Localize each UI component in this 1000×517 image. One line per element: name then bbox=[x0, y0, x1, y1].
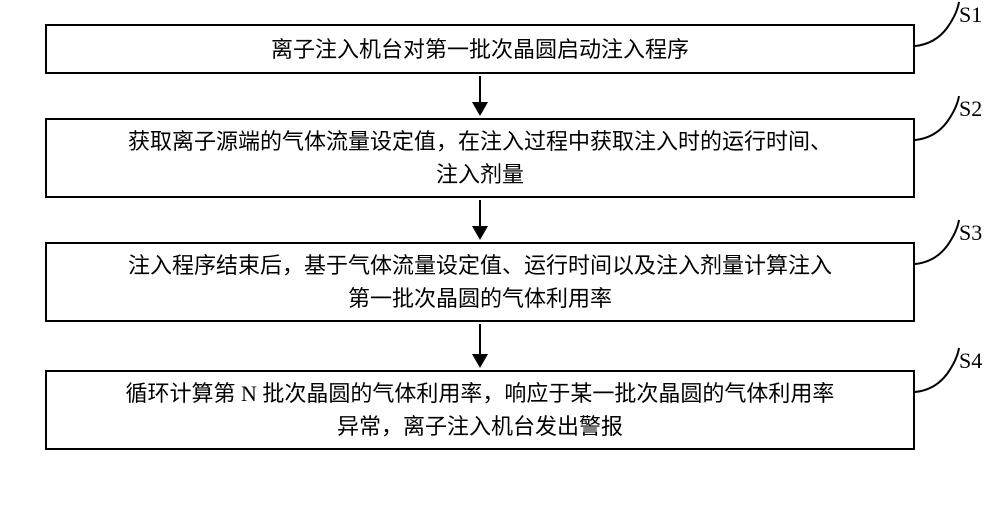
arrow-down-icon bbox=[470, 74, 490, 118]
step-label-s2: S2 bbox=[959, 96, 982, 122]
flow-step-s1: 离子注入机台对第一批次晶圆启动注入程序 bbox=[45, 24, 915, 74]
step-text-line: 注入程序结束后，基于气体流量设定值、运行时间以及注入剂量计算注入 bbox=[128, 249, 832, 282]
arrow-down-icon bbox=[470, 198, 490, 242]
step-label-s1: S1 bbox=[959, 2, 982, 28]
step-text-line: 异常，离子注入机台发出警报 bbox=[126, 410, 835, 443]
step-text-line: 获取离子源端的气体流量设定值，在注入过程中获取注入时的运行时间、 bbox=[128, 125, 832, 158]
step-text-line: 循环计算第 N 批次晶圆的气体利用率，响应于某一批次晶圆的气体利用率 bbox=[126, 377, 835, 410]
step-text: 获取离子源端的气体流量设定值，在注入过程中获取注入时的运行时间、注入剂量 bbox=[128, 125, 832, 191]
step-text-line: 离子注入机台对第一批次晶圆启动注入程序 bbox=[271, 33, 689, 66]
step-label-s4: S4 bbox=[959, 348, 982, 374]
step-text: 注入程序结束后，基于气体流量设定值、运行时间以及注入剂量计算注入第一批次晶圆的气… bbox=[128, 249, 832, 315]
step-text: 循环计算第 N 批次晶圆的气体利用率，响应于某一批次晶圆的气体利用率异常，离子注… bbox=[126, 377, 835, 443]
flow-step-s2: 获取离子源端的气体流量设定值，在注入过程中获取注入时的运行时间、注入剂量 bbox=[45, 118, 915, 198]
arrow-down-icon bbox=[470, 322, 490, 370]
flow-step-s3: 注入程序结束后，基于气体流量设定值、运行时间以及注入剂量计算注入第一批次晶圆的气… bbox=[45, 242, 915, 322]
flow-step-s4: 循环计算第 N 批次晶圆的气体利用率，响应于某一批次晶圆的气体利用率异常，离子注… bbox=[45, 370, 915, 450]
step-text-line: 注入剂量 bbox=[128, 158, 832, 191]
step-text-line: 第一批次晶圆的气体利用率 bbox=[128, 282, 832, 315]
step-label-s3: S3 bbox=[959, 220, 982, 246]
step-text: 离子注入机台对第一批次晶圆启动注入程序 bbox=[271, 33, 689, 66]
